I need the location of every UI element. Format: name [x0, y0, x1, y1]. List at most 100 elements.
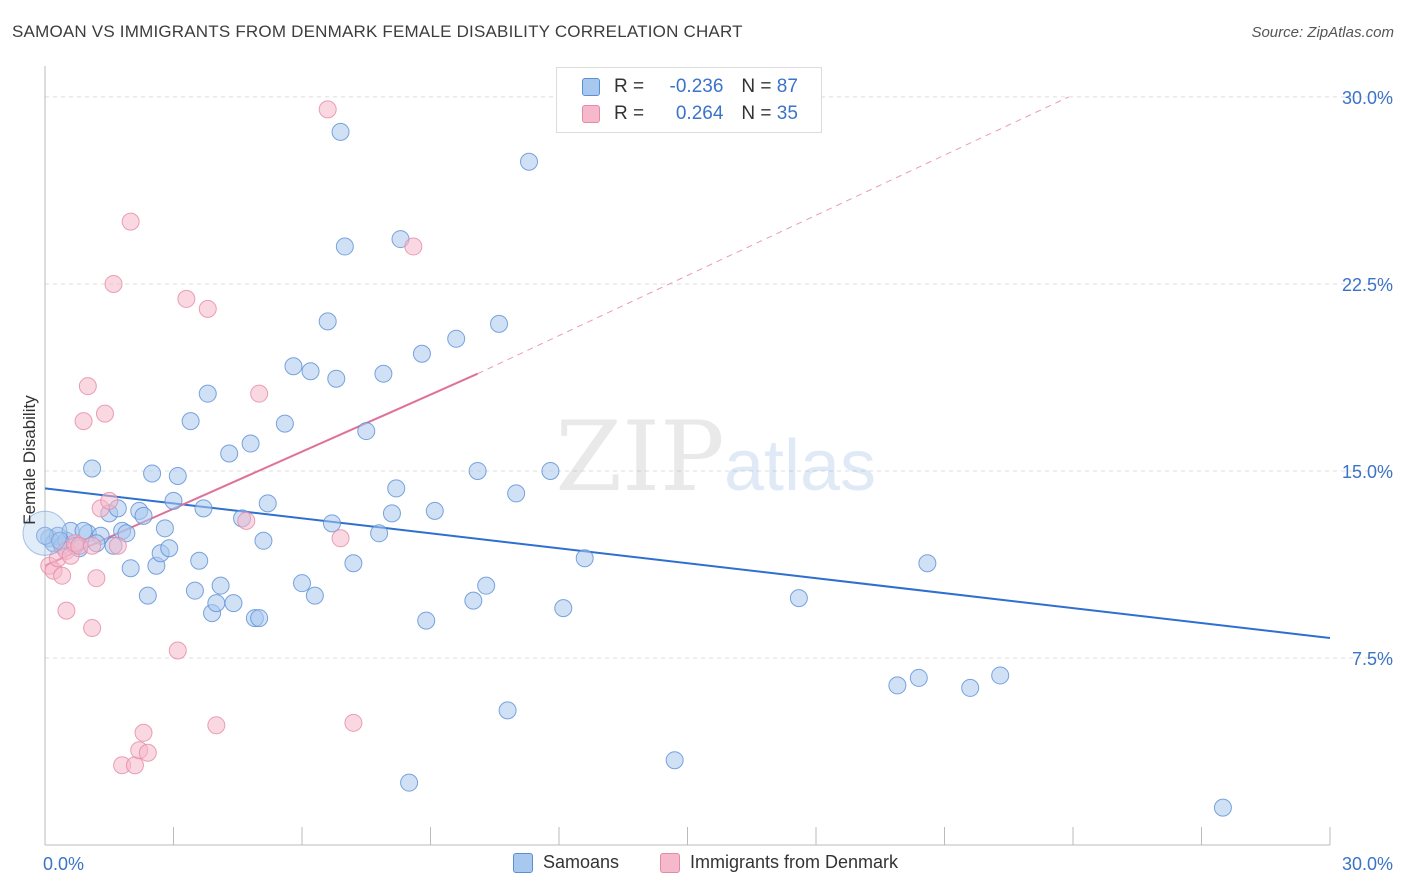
- denmark-point: [138, 743, 157, 762]
- samoans-point: [374, 364, 393, 383]
- samoans-point: [254, 531, 273, 550]
- legend-item-samoans[interactable]: Samoans: [513, 852, 619, 873]
- denmark-point: [74, 412, 93, 431]
- r-label: R =: [614, 76, 645, 97]
- n-value-samoans: 87: [776, 76, 798, 97]
- denmark-point: [78, 377, 97, 396]
- samoans-point: [160, 539, 179, 558]
- samoans-point: [490, 314, 509, 333]
- r-value-denmark: 0.264: [675, 103, 724, 124]
- denmark-swatch: [582, 105, 600, 123]
- samoans-point: [387, 479, 406, 498]
- samoans-point: [224, 594, 243, 613]
- series-legend: Samoans Immigrants from Denmark: [0, 852, 1406, 878]
- legend-item-denmark[interactable]: Immigrants from Denmark: [660, 852, 898, 873]
- denmark-point: [318, 100, 337, 119]
- samoans-point: [293, 574, 311, 593]
- x-tick-label-max: 30.0%: [1342, 854, 1393, 874]
- denmark-point: [250, 384, 269, 403]
- legend-row-denmark: R = 0.264 N = 35: [582, 102, 798, 126]
- denmark-point: [344, 713, 363, 732]
- samoans-point: [554, 599, 573, 618]
- denmark-point: [134, 723, 153, 742]
- watermark-zip: ZIP: [555, 401, 724, 513]
- denmark-point: [207, 716, 226, 735]
- samoans-point: [241, 434, 260, 453]
- samoans-point: [918, 554, 937, 573]
- n-value-denmark: 35: [776, 103, 798, 124]
- samoans-point: [207, 594, 226, 613]
- legend-label-denmark: Immigrants from Denmark: [690, 852, 899, 872]
- samoans-point: [305, 586, 324, 605]
- samoans-point: [447, 329, 466, 348]
- y-tick-label: 7.5%: [1352, 649, 1393, 669]
- samoans-point: [211, 576, 230, 595]
- samoans-point: [155, 519, 174, 538]
- denmark-point: [100, 491, 119, 510]
- samoans-point: [164, 491, 183, 510]
- samoans-point: [327, 369, 346, 388]
- denmark-point: [83, 536, 102, 555]
- denmark-point: [237, 511, 256, 530]
- correlation-legend: R = -0.236 N = 87 R = 0.264 N = 35: [556, 67, 822, 133]
- samoans-point: [181, 412, 200, 431]
- samoans-point: [417, 611, 436, 630]
- samoans-point: [121, 559, 140, 578]
- chart-title: SAMOAN VS IMMIGRANTS FROM DENMARK FEMALE…: [12, 22, 743, 41]
- samoans-point: [412, 344, 431, 363]
- denmark-swatch: [660, 852, 680, 873]
- samoans-point: [190, 551, 209, 570]
- samoans-point: [258, 494, 277, 513]
- watermark: ZIP atlas: [555, 401, 876, 513]
- denmark-point: [404, 237, 423, 256]
- denmark-point: [83, 619, 102, 638]
- denmark-point: [125, 756, 144, 775]
- r-label: R =: [614, 103, 645, 124]
- samoans-point: [318, 312, 337, 331]
- y-tick-label: 22.5%: [1342, 275, 1393, 295]
- legend-row-samoans: R = -0.236 N = 87: [582, 75, 798, 99]
- samoans-point: [1213, 798, 1232, 817]
- samoans-trend-line: [44, 487, 1331, 640]
- samoans-point: [961, 678, 980, 697]
- denmark-point: [331, 529, 350, 548]
- samoans-point: [331, 122, 350, 141]
- samoans-point: [400, 773, 419, 792]
- denmark-point: [87, 569, 106, 588]
- denmark-point: [168, 641, 187, 660]
- samoans-point: [468, 461, 487, 480]
- samoans-point: [477, 576, 496, 595]
- samoans-point: [168, 466, 187, 485]
- samoans-point: [185, 581, 204, 600]
- samoans-point: [134, 506, 153, 525]
- samoans-point: [357, 422, 376, 441]
- denmark-point: [104, 274, 123, 293]
- denmark-point: [57, 601, 76, 620]
- r-value-samoans: -0.236: [669, 76, 724, 97]
- denmark-point: [53, 566, 72, 585]
- legend-label-samoans: Samoans: [543, 852, 620, 872]
- samoans-point: [498, 701, 517, 720]
- denmark-trend-extension: [477, 96, 1069, 375]
- samoans-point: [425, 501, 444, 520]
- samoans-point: [83, 459, 102, 478]
- tick-labels: 7.5% 15.0% 22.5% 30.0% 0.0% 30.0%: [43, 88, 1393, 874]
- samoans-point: [382, 504, 401, 523]
- samoans-point: [520, 152, 539, 171]
- denmark-point: [198, 299, 217, 318]
- grid-lines: [45, 96, 1392, 659]
- n-label: N =: [741, 103, 772, 124]
- trend-lines: [44, 96, 1331, 640]
- samoans-swatch: [582, 78, 600, 96]
- samoans-point: [335, 237, 354, 256]
- samoans-point: [909, 668, 928, 687]
- samoans-point: [344, 554, 363, 573]
- x-tick-label-min: 0.0%: [43, 854, 84, 874]
- samoans-point: [665, 751, 684, 770]
- samoans-swatch: [513, 852, 533, 873]
- samoans-point: [370, 524, 389, 543]
- samoans-point: [507, 484, 526, 503]
- samoans-point: [250, 609, 269, 628]
- samoans-point: [198, 384, 217, 403]
